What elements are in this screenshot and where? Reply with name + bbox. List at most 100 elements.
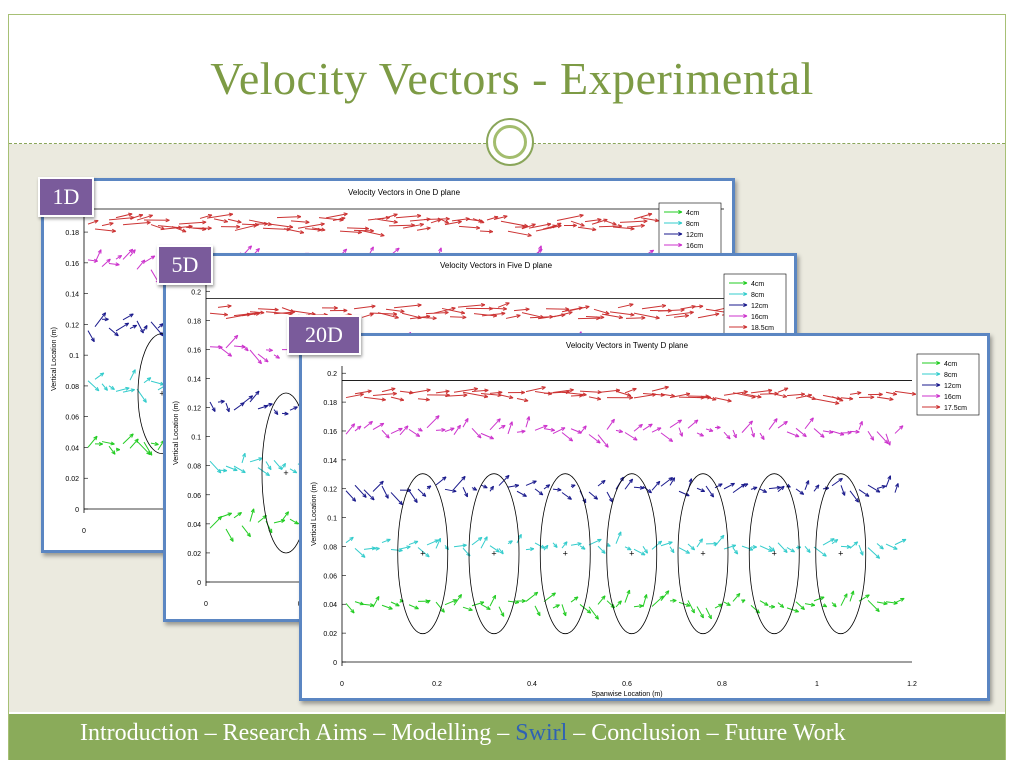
vector-1 xyxy=(867,599,880,612)
vector-5 xyxy=(290,220,310,223)
vector-2-head xyxy=(833,538,838,541)
y-tick-label: 0.18 xyxy=(187,318,201,325)
footer-item-modelling[interactable]: Modelling xyxy=(391,720,492,746)
vector-5 xyxy=(804,395,816,400)
vector-4-head xyxy=(716,425,721,428)
y-tick-label: 0.06 xyxy=(65,415,79,422)
vector-4 xyxy=(588,434,601,444)
vector-5-head xyxy=(111,228,116,232)
vector-3-head xyxy=(116,332,119,337)
vector-5-head xyxy=(715,312,720,315)
vector-4-head xyxy=(276,354,280,359)
vector-2 xyxy=(867,547,880,559)
vector-4-head xyxy=(804,432,807,437)
vector-5 xyxy=(408,389,431,394)
vector-5-head xyxy=(227,304,232,307)
vector-4-head xyxy=(597,439,601,444)
legend: 4cm 8cm 12cm 16cm 18.5cm xyxy=(723,273,787,336)
vector-1-head xyxy=(643,594,647,598)
x-tick-label: 0 xyxy=(340,681,344,688)
vector-5 xyxy=(849,392,862,395)
vector-3-head xyxy=(372,496,375,501)
vector-1-head xyxy=(248,532,251,537)
vector-5-head xyxy=(707,395,712,398)
vector-4 xyxy=(94,249,102,263)
vector-5 xyxy=(689,305,704,308)
vector-2-head xyxy=(349,536,354,539)
vector-4-head xyxy=(233,334,238,338)
vector-5 xyxy=(714,397,732,402)
vector-4-head xyxy=(538,245,542,250)
vector-2-head xyxy=(398,548,403,552)
vector-3-head xyxy=(877,488,881,493)
vector-5 xyxy=(304,228,322,231)
vector-5 xyxy=(213,218,228,223)
vector-5 xyxy=(377,312,399,319)
vector-5 xyxy=(619,220,648,223)
vector-5 xyxy=(768,392,787,398)
vector-4 xyxy=(489,418,501,431)
vector-3 xyxy=(894,483,899,493)
vector-4 xyxy=(525,416,530,428)
y-tick-label: 0.14 xyxy=(65,292,79,299)
vector-5-head xyxy=(369,228,374,232)
vector-4 xyxy=(453,424,461,435)
vector-4-head xyxy=(606,443,609,448)
vector-4 xyxy=(723,431,731,440)
vector-3 xyxy=(624,478,633,490)
y-tick-label: 0.2 xyxy=(191,289,201,296)
vector-5 xyxy=(591,219,608,225)
footer-item-introduction[interactable]: Introduction xyxy=(80,720,199,746)
vector-5 xyxy=(513,308,530,312)
vector-2-head xyxy=(607,542,611,547)
vector-1-head xyxy=(521,598,526,602)
vector-5 xyxy=(697,313,720,319)
vector-5-head xyxy=(480,219,485,224)
vector-5 xyxy=(325,213,348,219)
vector-4 xyxy=(669,419,682,429)
vector-2-head xyxy=(894,545,898,550)
vector-1-head xyxy=(110,441,115,445)
vector-5-head xyxy=(630,226,635,230)
vector-3 xyxy=(108,327,119,337)
vector-1 xyxy=(241,525,251,537)
vector-3 xyxy=(87,330,95,342)
vector-3 xyxy=(669,477,676,486)
vector-4 xyxy=(444,427,455,433)
footer-item-future-work[interactable]: Future Work xyxy=(724,720,846,746)
x-tick-label: 0.2 xyxy=(432,681,442,688)
vector-4-head xyxy=(117,254,122,257)
vector-2-head xyxy=(233,467,238,471)
vector-4 xyxy=(249,349,262,365)
vector-1-head xyxy=(588,609,592,614)
vector-5 xyxy=(525,386,546,393)
vector-5 xyxy=(741,392,762,398)
vector-5 xyxy=(433,307,456,314)
vector-field xyxy=(345,385,917,620)
footer-item-research-aims[interactable]: Research Aims xyxy=(222,720,368,746)
vector-5 xyxy=(417,316,437,319)
x-tick-label: 0.8 xyxy=(717,681,727,688)
footer-item-swirl[interactable]: Swirl xyxy=(515,720,568,746)
vector-3 xyxy=(507,484,519,488)
vector-5 xyxy=(840,397,854,400)
vector-4 xyxy=(543,428,555,431)
vector-5 xyxy=(480,392,502,396)
vector-1 xyxy=(813,596,825,602)
vector-2-head xyxy=(130,388,135,391)
legend-label: 12cm xyxy=(944,383,961,390)
vector-5-head xyxy=(432,316,437,319)
vector-4-head xyxy=(131,249,136,252)
vector-4-head xyxy=(763,435,765,440)
y-tick-label: 0.16 xyxy=(65,261,79,268)
y-tick-label: 0.02 xyxy=(323,631,337,638)
vector-1 xyxy=(660,590,670,601)
vector-4 xyxy=(876,431,889,444)
vector-5 xyxy=(570,394,583,397)
vector-5 xyxy=(457,304,485,308)
vector-1 xyxy=(786,607,799,613)
vector-3 xyxy=(867,484,881,493)
vector-4 xyxy=(804,417,814,430)
vector-2 xyxy=(233,465,246,474)
footer-item-conclusion[interactable]: Conclusion xyxy=(591,720,701,746)
